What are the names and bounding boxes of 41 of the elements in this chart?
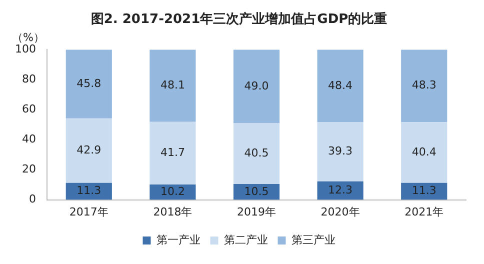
x-tick-label: 2020年 [320, 205, 360, 218]
y-tick-label: 80 [22, 72, 36, 86]
data-label: 48.3 [412, 78, 436, 92]
bar [401, 122, 448, 183]
legend-label: 第一产业 [156, 233, 200, 246]
data-label: 10.2 [160, 185, 185, 198]
data-label: 39.3 [328, 144, 353, 158]
y-tick-label: 60 [22, 102, 36, 116]
data-label: 48.4 [328, 78, 353, 92]
data-label: 11.3 [76, 184, 102, 198]
bar [150, 122, 196, 184]
x-tick-label: 2021年 [404, 205, 444, 218]
bar [401, 50, 448, 122]
data-label: 40.4 [412, 145, 436, 158]
chart-title: 图2. 2017-2021年三次产业增加值占GDP的比重 [90, 11, 388, 28]
data-label: 10.5 [244, 184, 269, 198]
y-tick-label: 100 [14, 42, 36, 56]
bar [233, 50, 280, 124]
legend-label: 第二产业 [224, 233, 268, 246]
data-label: 41.7 [160, 146, 185, 160]
data-label: 49.0 [244, 79, 269, 92]
bar [66, 118, 112, 183]
x-tick-label: 2018年 [153, 205, 192, 218]
y-tick-label: 20 [22, 162, 36, 176]
y-axis-title: （%） [12, 30, 44, 44]
data-label: 12.3 [328, 183, 353, 196]
bar [317, 122, 364, 182]
bar [66, 50, 112, 118]
x-tick-label: 2017年 [69, 205, 108, 218]
data-label: 42.9 [76, 143, 102, 156]
data-label: 45.8 [76, 76, 102, 90]
y-tick-label: 40 [22, 132, 36, 146]
bar [233, 123, 280, 184]
data-label: 11.3 [412, 184, 436, 198]
data-label: 40.5 [244, 146, 269, 160]
y-tick-label: 0 [28, 192, 36, 206]
bar [317, 50, 364, 122]
legend-label: 第三产业 [291, 233, 336, 246]
x-tick-label: 2019年 [237, 205, 276, 218]
data-label: 48.1 [160, 78, 185, 92]
bar [150, 50, 196, 122]
